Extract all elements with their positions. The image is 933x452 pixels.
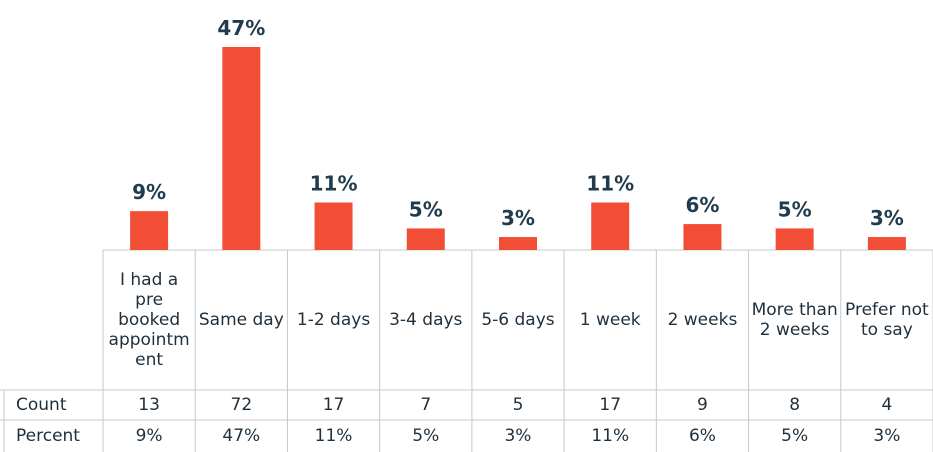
category-label: I had a pre booked appointment — [108, 270, 190, 370]
row-label: Percent — [16, 426, 80, 446]
count-cell: 4 — [881, 395, 893, 415]
bar — [775, 228, 814, 250]
row-label: Count — [16, 395, 67, 415]
bar — [867, 237, 906, 250]
bar — [499, 237, 537, 250]
percent-cell: 3% — [873, 426, 901, 446]
bar — [130, 211, 169, 250]
data-label: 5% — [409, 197, 443, 221]
count-cell: 5 — [512, 395, 524, 415]
category-label: Same day — [198, 310, 284, 330]
count-cell: 72 — [230, 395, 253, 415]
category-label: Prefer not to say — [845, 300, 929, 340]
count-cell: 17 — [599, 395, 622, 415]
bar — [683, 224, 722, 250]
data-label: 5% — [778, 197, 812, 221]
data-label: 3% — [870, 206, 904, 230]
percent-cell: 47% — [222, 426, 261, 446]
data-label: 9% — [132, 180, 166, 204]
count-cell: 9 — [697, 395, 708, 415]
bar — [314, 202, 353, 250]
percent-cell: 9% — [135, 426, 163, 446]
data-label: 11% — [310, 171, 358, 195]
category-label: 3-4 days — [389, 310, 463, 330]
bar — [591, 202, 630, 250]
count-cell: 13 — [138, 395, 160, 415]
bar — [406, 228, 445, 250]
category-label: More than 2 weeks — [751, 300, 838, 340]
data-label: 11% — [586, 171, 634, 195]
data-label: 6% — [685, 193, 719, 217]
category-label: 5-6 days — [481, 310, 555, 330]
category-label: 1 week — [579, 310, 641, 330]
category-label: 1-2 days — [296, 310, 371, 330]
data-label: 47% — [217, 16, 265, 40]
count-cell: 17 — [322, 395, 345, 415]
percent-cell: 11% — [591, 426, 630, 446]
data-label: 3% — [501, 206, 535, 230]
percent-cell: 5% — [412, 426, 440, 446]
count-cell: 7 — [420, 395, 432, 415]
count-cell: 8 — [789, 395, 801, 415]
category-label: 2 weeks — [667, 310, 738, 330]
percent-cell: 11% — [314, 426, 353, 446]
percent-cell: 3% — [504, 426, 532, 446]
bar — [222, 47, 261, 250]
percent-cell: 5% — [781, 426, 809, 446]
percent-cell: 6% — [688, 426, 716, 446]
